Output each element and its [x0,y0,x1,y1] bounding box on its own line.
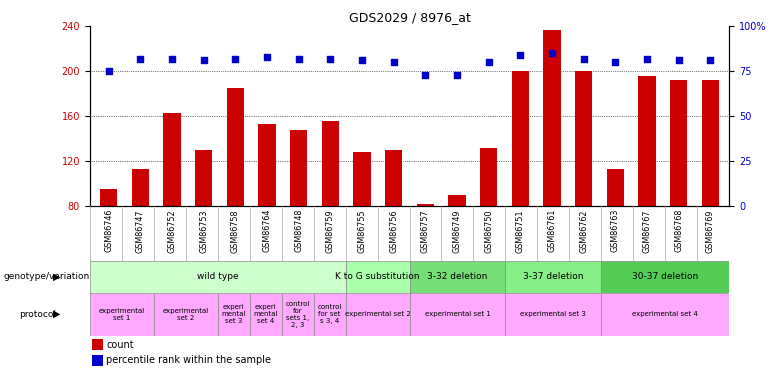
Title: GDS2029 / 8976_at: GDS2029 / 8976_at [349,11,470,24]
Bar [638,76,656,296]
Text: wild type: wild type [197,272,239,281]
Text: ▶: ▶ [53,309,61,319]
Text: experimental set 3: experimental set 3 [520,311,587,317]
Bar [218,292,250,336]
Text: 3-32 deletion: 3-32 deletion [427,272,488,281]
Text: experi
mental
set 3: experi mental set 3 [222,304,246,324]
Bar [92,339,102,350]
Text: control
for set
s 3, 4: control for set s 3, 4 [317,304,342,324]
Bar [90,292,154,336]
Text: experimental
set 1: experimental set 1 [98,308,145,321]
Point [514,52,526,58]
Point [609,59,622,65]
Text: experimental set 4: experimental set 4 [633,311,698,317]
Point [704,57,717,63]
Bar [607,169,624,296]
Bar [512,71,529,296]
Text: count: count [106,339,133,350]
Point [546,50,558,56]
Bar [353,152,370,296]
Bar [417,204,434,296]
Bar [601,261,729,292]
Bar [385,150,402,296]
Bar [410,292,505,336]
Bar [601,292,729,336]
Text: experimental
set 2: experimental set 2 [162,308,209,321]
Bar [575,71,592,296]
Point [292,56,305,62]
Bar [250,292,282,336]
Bar [290,130,307,296]
Bar [90,261,346,292]
Bar [282,292,314,336]
Bar [195,150,212,296]
Point [324,56,337,62]
Bar [448,195,466,296]
Point [197,57,210,63]
Point [577,56,590,62]
Bar [346,261,410,292]
Point [134,56,147,62]
Bar [92,355,102,366]
Text: protocol: protocol [20,310,56,319]
Point [356,57,368,63]
Text: 30-37 deletion: 30-37 deletion [633,272,698,281]
Point [388,59,400,65]
Bar [505,292,601,336]
Text: experimental set 2: experimental set 2 [345,311,410,317]
Text: genotype/variation: genotype/variation [4,272,90,281]
Point [419,72,431,78]
Point [482,59,495,65]
Bar [701,80,719,296]
Text: percentile rank within the sample: percentile rank within the sample [106,356,271,366]
Point [640,56,653,62]
Bar [410,261,505,292]
Bar [346,292,410,336]
Bar [480,148,498,296]
Text: experi
mental
set 4: experi mental set 4 [254,304,278,324]
Bar [544,30,561,296]
Bar [163,113,181,296]
Point [451,72,463,78]
Bar [227,88,244,296]
Bar [321,121,339,296]
Bar [132,169,149,296]
Bar [314,292,346,336]
Text: experimental set 1: experimental set 1 [424,311,491,317]
Text: K to G substitution: K to G substitution [335,272,420,281]
Point [261,54,273,60]
Point [102,68,115,74]
Bar [505,261,601,292]
Bar [258,124,275,296]
Point [672,57,685,63]
Point [166,56,179,62]
Text: 3-37 deletion: 3-37 deletion [523,272,583,281]
Bar [100,189,118,296]
Bar [154,292,218,336]
Point [229,56,242,62]
Text: control
for
sets 1,
2, 3: control for sets 1, 2, 3 [285,301,310,328]
Bar [670,80,687,296]
Text: ▶: ▶ [53,272,61,282]
